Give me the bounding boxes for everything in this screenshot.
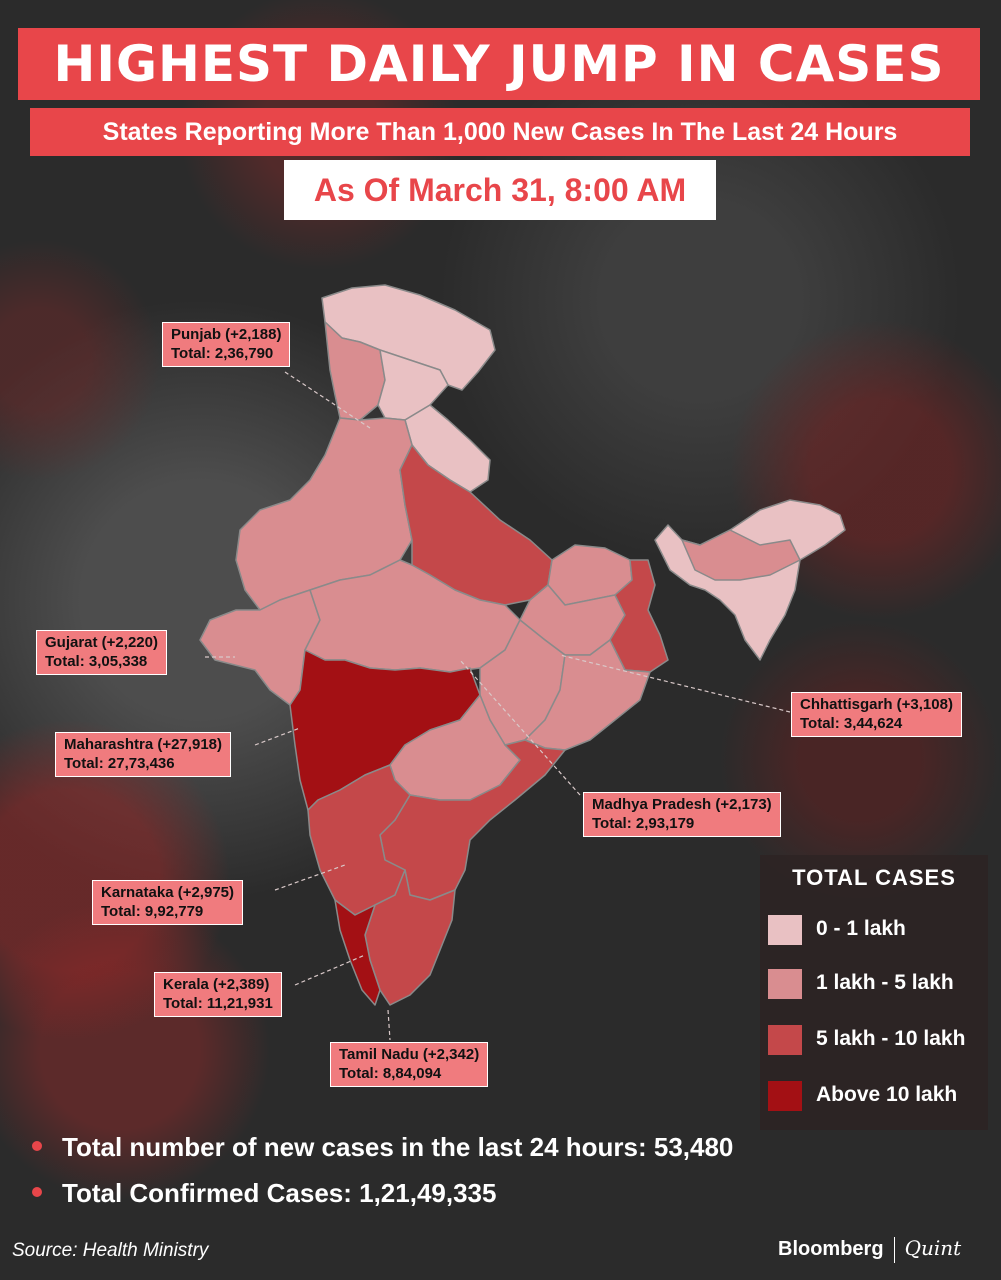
stat-new-cases: Total number of new cases in the last 24… [32,1132,733,1163]
legend-label: 5 lakh - 10 lakh [816,1027,966,1050]
callout-punjab: Punjab (+2,188) Total: 2,36,790 [162,322,291,367]
brand-divider [893,1236,895,1263]
legend-label: 1 lakh - 5 lakh [816,971,954,994]
region-assam [681,529,801,581]
callout-tamil-nadu: Tamil Nadu (+2,342) Total: 8,84,094 [330,1042,489,1087]
brand-logo: Bloomberg Quint [778,1236,961,1263]
legend-item: 1 lakh - 5 lakh [768,969,988,1003]
region-odisha [524,639,651,751]
region-karnataka [307,764,411,916]
legend-label: 0 - 1 lakh [816,917,906,940]
callout-maharashtra: Maharashtra (+27,918) Total: 27,73,436 [55,732,231,777]
legend-item: Above 10 lakh [768,1081,988,1115]
page-subtitle: States Reporting More Than 1,000 New Cas… [30,108,970,156]
legend-item: 0 - 1 lakh [768,915,988,949]
callout-gujarat: Gujarat (+2,220) Total: 3,05,338 [36,630,167,675]
callout-kerala: Kerala (+2,389) Total: 11,21,931 [154,972,282,1017]
legend-swatch [768,915,802,945]
bullet-icon [32,1187,42,1198]
region-kerala [334,899,381,1006]
brand-quint: Quint [904,1236,962,1260]
region-north-east [654,499,846,661]
legend-title: TOTAL CASES [792,865,956,890]
legend-swatch [768,1025,802,1055]
legend-swatch [768,1081,802,1111]
stat-confirmed-cases: Total Confirmed Cases: 1,21,49,335 [32,1178,496,1209]
brand-bloomberg: Bloomberg [778,1238,884,1260]
callout-madhya-pradesh: Madhya Pradesh (+2,173) Total: 2,93,179 [583,792,781,837]
date-label: As Of March 31, 8:00 AM [284,160,716,220]
callout-chhattisgarh: Chhattisgarh (+3,108) Total: 3,44,624 [791,692,962,737]
callout-leaders [205,371,791,1041]
legend-swatch [768,969,802,999]
legend: TOTAL CASES 0 - 1 lakh 1 lakh - 5 lakh 5… [760,855,988,1130]
page-title: HIGHEST DAILY JUMP IN CASES [18,28,980,100]
legend-item: 5 lakh - 10 lakh [768,1025,988,1059]
callout-karnataka: Karnataka (+2,975) Total: 9,92,779 [92,880,243,925]
source-note: Source: Health Ministry [12,1240,209,1261]
bullet-icon [32,1141,42,1152]
legend-label: Above 10 lakh [816,1083,958,1106]
region-uttar-pradesh [399,444,553,606]
